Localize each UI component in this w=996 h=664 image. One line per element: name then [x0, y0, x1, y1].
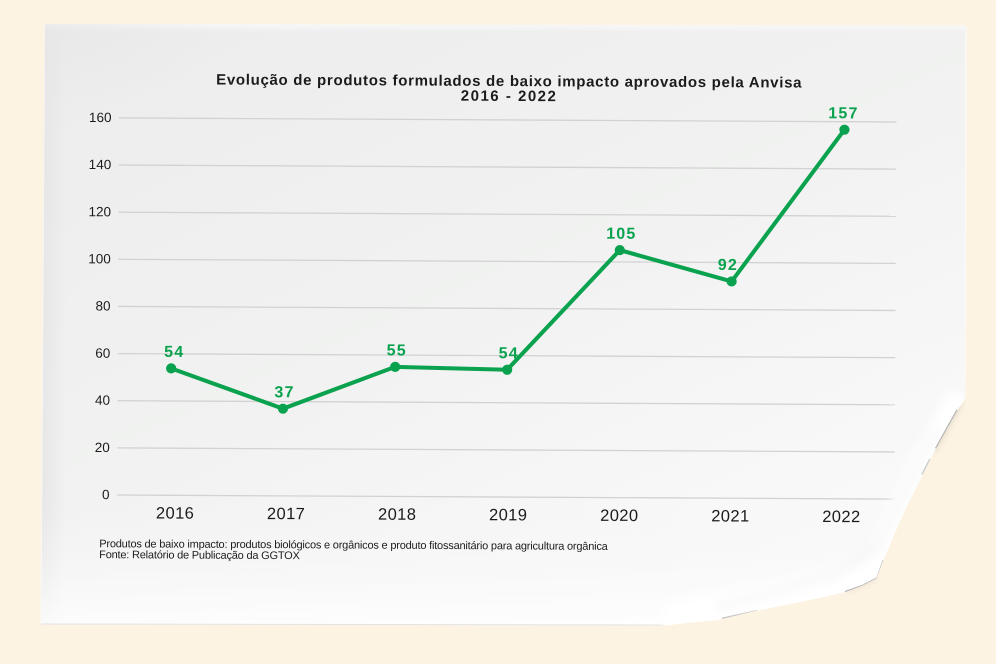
svg-text:160: 160 — [89, 110, 112, 125]
svg-text:Produtos de baixo impacto: pro: Produtos de baixo impacto: produtos biol… — [99, 538, 608, 553]
svg-text:100: 100 — [88, 251, 111, 266]
svg-text:37: 37 — [274, 384, 294, 401]
svg-text:60: 60 — [95, 346, 110, 361]
svg-text:2017: 2017 — [267, 505, 305, 523]
svg-text:Evolução de produtos formulado: Evolução de produtos formulados de baixo… — [216, 72, 802, 92]
svg-text:157: 157 — [828, 105, 858, 122]
svg-text:40: 40 — [95, 393, 110, 408]
svg-text:140: 140 — [89, 157, 112, 172]
svg-text:105: 105 — [606, 226, 636, 243]
svg-text:2018: 2018 — [378, 506, 416, 524]
svg-text:0: 0 — [102, 487, 110, 502]
svg-text:92: 92 — [718, 257, 738, 274]
svg-text:2019: 2019 — [489, 506, 527, 524]
svg-text:55: 55 — [387, 342, 407, 359]
svg-text:2016 - 2022: 2016 - 2022 — [461, 88, 558, 106]
svg-text:Fonte: Relatório de Publicação: Fonte: Relatório de Publicação da GGTOX — [99, 549, 300, 562]
svg-text:2020: 2020 — [600, 507, 638, 525]
svg-text:54: 54 — [164, 344, 184, 361]
svg-text:80: 80 — [95, 298, 110, 313]
svg-text:2022: 2022 — [822, 508, 860, 526]
svg-text:2021: 2021 — [711, 507, 749, 525]
svg-text:54: 54 — [499, 345, 519, 362]
svg-text:120: 120 — [88, 204, 111, 219]
svg-text:2016: 2016 — [156, 505, 194, 523]
svg-text:20: 20 — [95, 440, 110, 455]
